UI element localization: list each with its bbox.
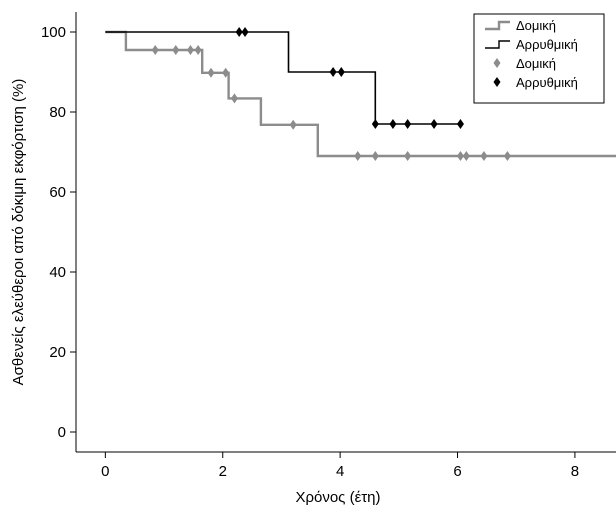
x-ticks: 0 2 4 6 8 — [101, 452, 579, 480]
censor-marker — [222, 67, 230, 78]
legend-entry: Αρρυθμική — [485, 37, 578, 52]
censor-marker — [194, 45, 202, 55]
x-tick-label: 6 — [453, 463, 461, 480]
x-tick-label: 8 — [571, 463, 579, 480]
censor-marker — [354, 151, 362, 161]
censor-marker — [337, 67, 345, 77]
axes — [75, 12, 616, 453]
y-tick-label: 80 — [49, 104, 66, 121]
series-domiki — [105, 30, 616, 161]
y-tick-label: 0 — [58, 424, 66, 441]
survival-step-line — [105, 30, 616, 158]
legend-label: Δομική — [516, 18, 556, 33]
censor-marker — [230, 93, 238, 104]
series-arrythmiki — [105, 27, 464, 129]
censor-marker — [371, 151, 379, 161]
legend-entry: Δομική — [485, 18, 556, 33]
y-ticks: 0 20 40 60 80 100 — [41, 24, 76, 441]
censor-marker — [456, 119, 464, 129]
legend: Δομική Αρρυθμική Δομική Αρρυθμική — [473, 13, 605, 104]
x-axis-title: Χρόνος (έτη) — [295, 489, 380, 506]
censor-marker — [404, 151, 412, 161]
censor-marker — [456, 151, 464, 161]
legend-marker-swatch — [493, 77, 501, 87]
censor-marker — [503, 151, 511, 161]
censor-marker — [404, 119, 412, 129]
series-layer — [105, 27, 616, 161]
legend-label: Δομική — [516, 56, 556, 71]
legend-line-swatch — [485, 20, 510, 31]
legend-line-swatch — [485, 40, 510, 49]
x-tick-label: 4 — [336, 463, 344, 480]
survival-step-line — [105, 31, 464, 125]
y-tick-label: 40 — [49, 264, 66, 281]
censor-marker — [462, 151, 470, 161]
censor-marker — [329, 67, 337, 77]
censor-marker — [430, 119, 438, 129]
y-tick-label: 100 — [41, 24, 66, 41]
x-tick-label: 0 — [101, 463, 109, 480]
legend-entry: Αρρυθμική — [493, 75, 578, 90]
x-tick-label: 2 — [219, 463, 227, 480]
censor-marker — [151, 45, 159, 55]
y-tick-label: 20 — [49, 344, 66, 361]
legend-marker-swatch — [493, 58, 501, 68]
censor-marker — [480, 151, 488, 161]
censor-marker — [241, 27, 249, 37]
censor-marker — [186, 45, 194, 55]
censor-marker — [289, 119, 297, 130]
censor-marker — [172, 45, 180, 55]
legend-entry: Δομική — [493, 56, 556, 71]
legend-label: Αρρυθμική — [516, 75, 578, 90]
y-axis-title: Ασθενείς ελεύθεροι από δόκιμη εκφόρτιση … — [10, 79, 27, 386]
censor-marker — [207, 67, 215, 78]
y-tick-label: 60 — [49, 184, 66, 201]
censor-marker — [389, 119, 397, 129]
censor-marker — [371, 119, 379, 129]
legend-label: Αρρυθμική — [516, 37, 578, 52]
censor-marker — [235, 27, 243, 37]
